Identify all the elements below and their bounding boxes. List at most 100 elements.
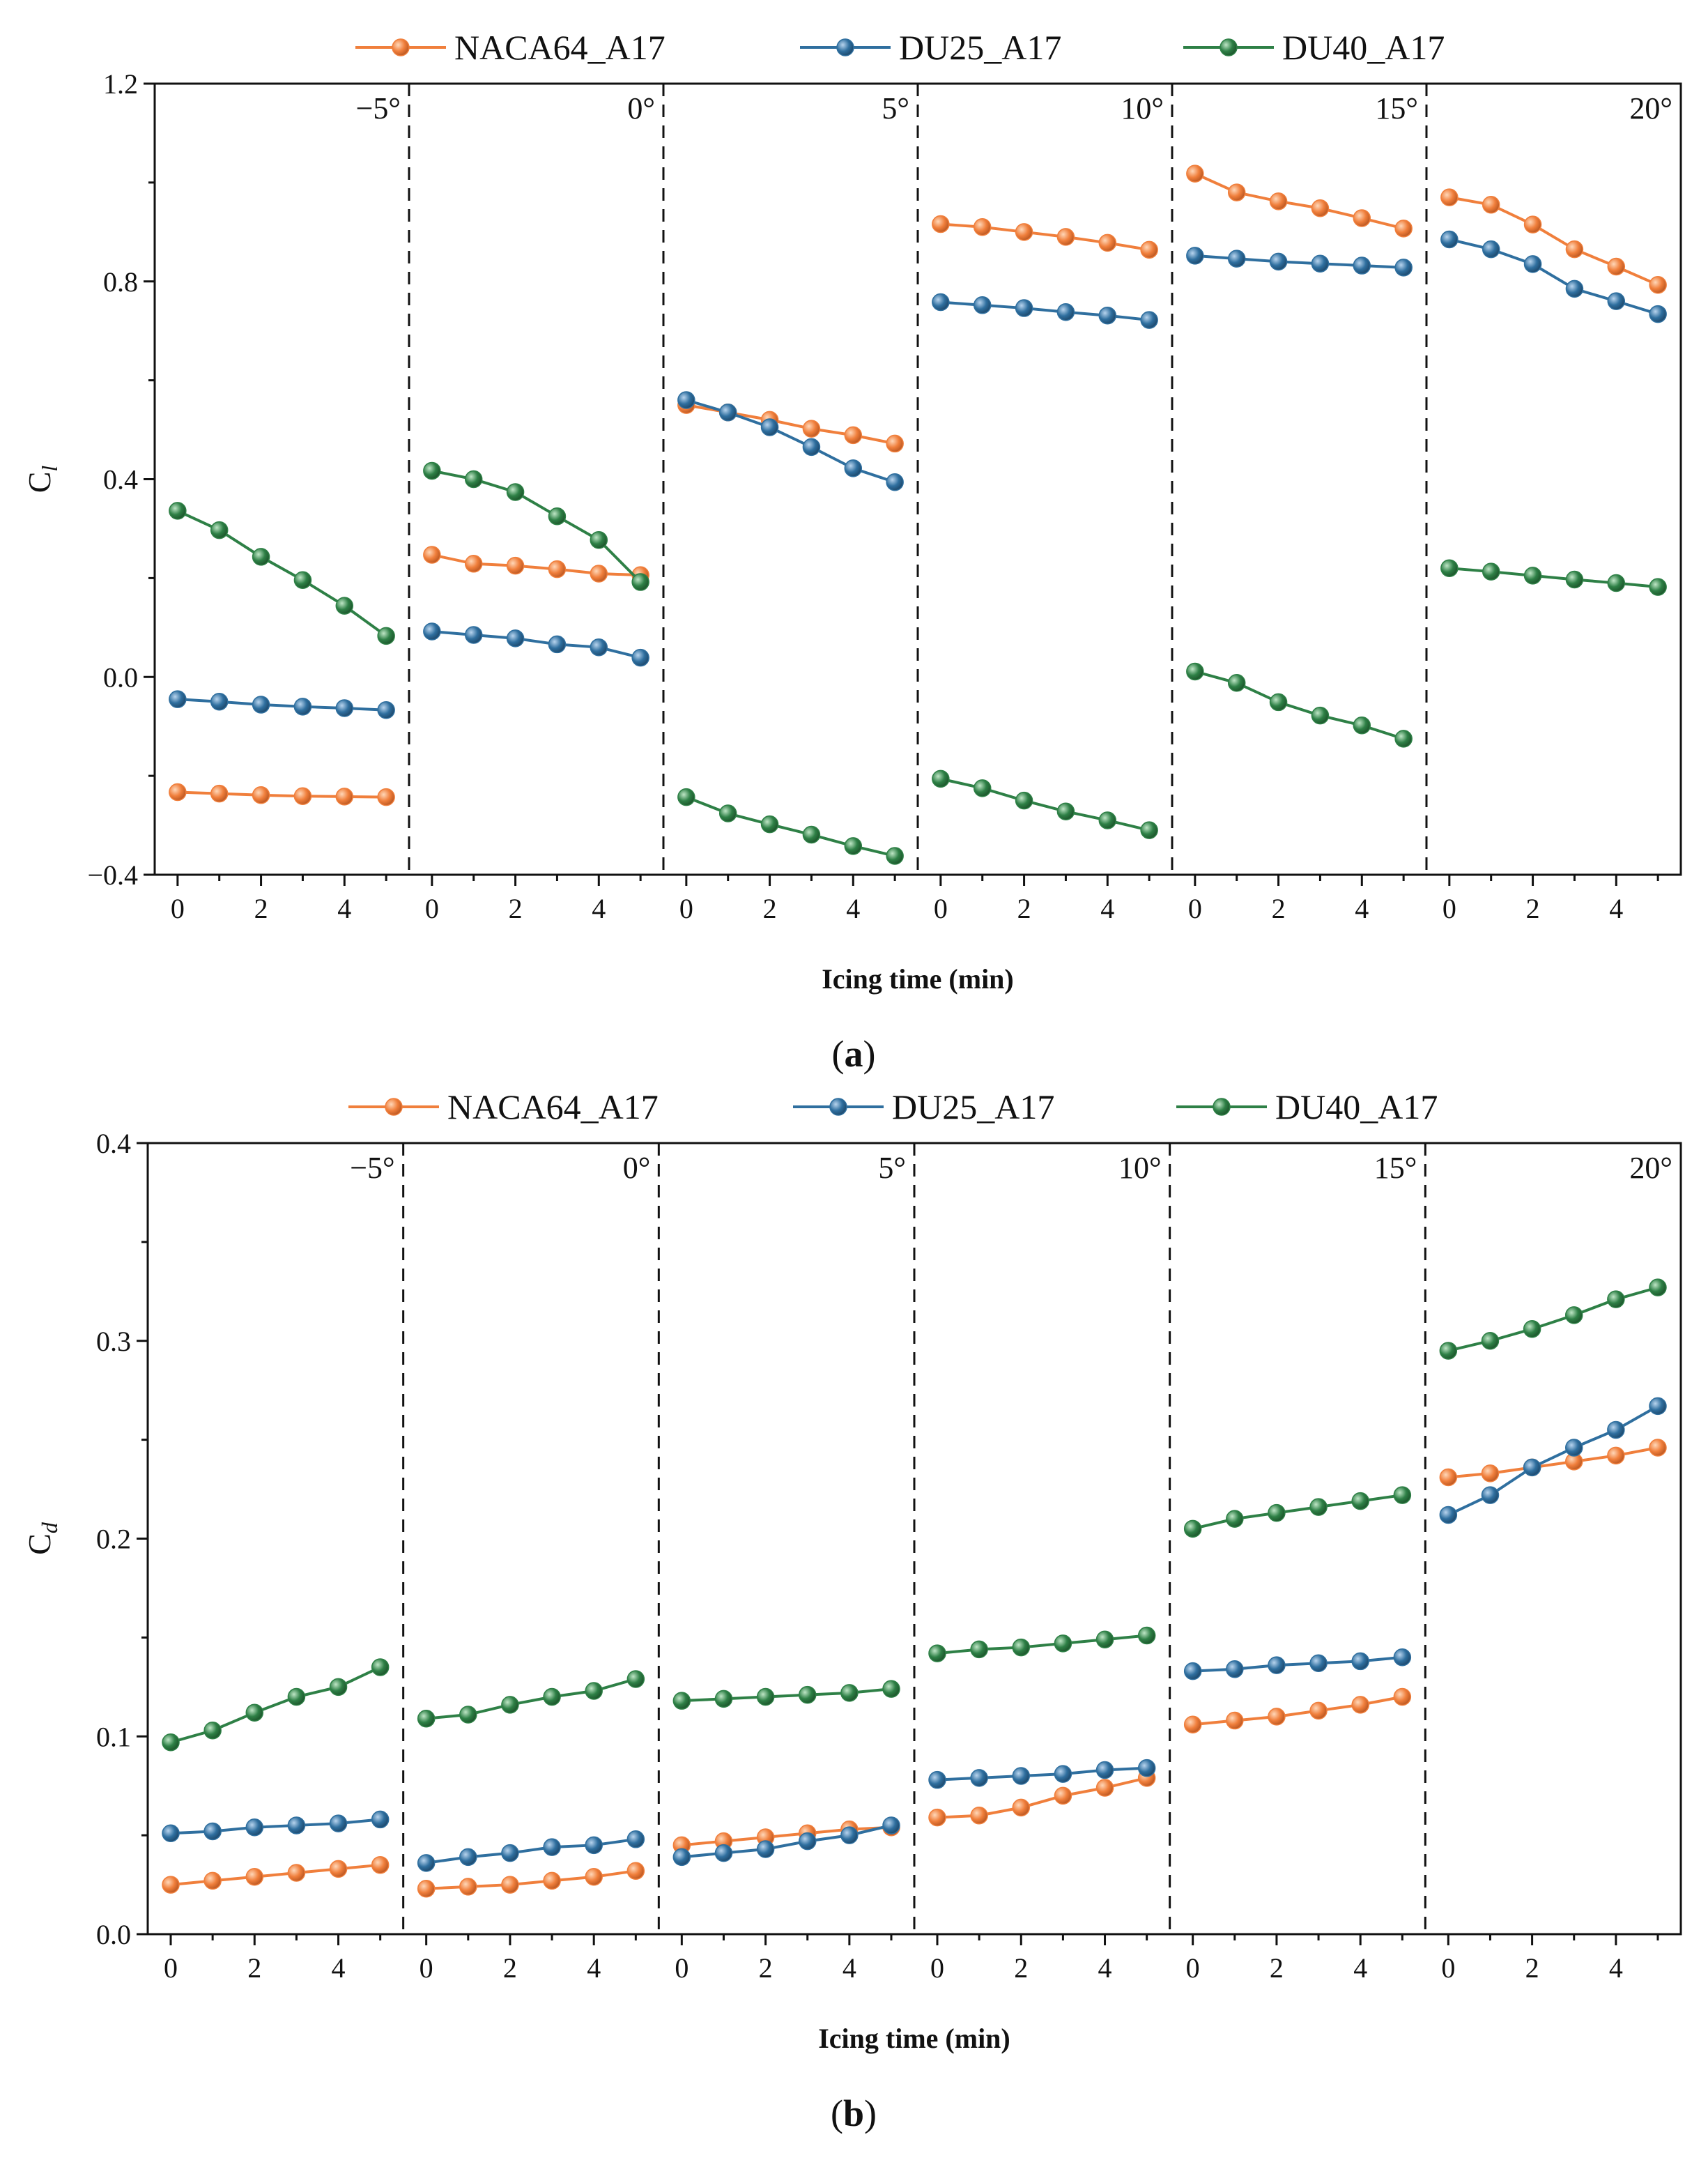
x-tick-label: 2 (509, 893, 523, 924)
legend-label: DU25_A17 (899, 28, 1061, 67)
series-line-DU25_A17 (1194, 254, 1404, 269)
data-point-NACA64_A17 (1523, 215, 1542, 233)
series-line-DU25_A17 (177, 698, 387, 712)
x-tick-label: 4 (1353, 1952, 1367, 1984)
data-point-DU25_A17 (1268, 1656, 1286, 1674)
series-line-NACA64_A17 (426, 1869, 636, 1890)
data-point-NACA64_A17 (590, 565, 608, 583)
series-line-DU40_A17 (937, 1634, 1147, 1655)
data-point-DU40_A17 (1607, 1290, 1625, 1308)
data-point-DU25_A17 (1481, 1486, 1500, 1504)
x-tick-label: 0 (1188, 893, 1202, 924)
data-point-NACA64_A17 (1393, 1687, 1412, 1706)
y-tick-label: 0.0 (96, 1919, 131, 1950)
data-point-DU40_A17 (1565, 570, 1584, 589)
series-line-NACA64_A17 (1192, 1695, 1403, 1726)
y-tick-label: 0.1 (96, 1721, 131, 1752)
data-point-DU25_A17 (590, 638, 608, 657)
legend-label: NACA64_A17 (454, 28, 665, 67)
data-point-DU25_A17 (1607, 1420, 1625, 1439)
data-point-DU25_A17 (210, 692, 229, 711)
data-point-DU40_A17 (371, 1658, 390, 1676)
legend-item-DU40_A17: DU40_A17 (1183, 28, 1445, 67)
data-point-DU40_A17 (1095, 1630, 1114, 1648)
data-point-DU25_A17 (714, 1844, 733, 1862)
legend-item-DU25_A17: DU25_A17 (800, 28, 1061, 67)
data-point-DU40_A17 (844, 837, 863, 855)
data-point-NACA64_A17 (417, 1879, 436, 1898)
data-point-DU25_A17 (798, 1832, 817, 1851)
series-line-DU25_A17 (1447, 1404, 1659, 1517)
data-point-DU40_A17 (585, 1682, 603, 1700)
data-point-DU25_A17 (293, 698, 312, 716)
data-point-DU40_A17 (928, 1644, 946, 1662)
data-point-DU40_A17 (1269, 693, 1288, 712)
legend-label: DU40_A17 (1275, 1087, 1438, 1126)
plot-area: −5° 0° 5° 10° 15° 20° (162, 1151, 1672, 1898)
x-tick-label: 2 (1525, 1952, 1539, 1984)
data-point-DU40_A17 (970, 1640, 988, 1659)
data-point-NACA64_A17 (802, 420, 821, 438)
data-point-NACA64_A17 (1311, 199, 1330, 217)
data-point-DU40_A17 (798, 1685, 817, 1704)
data-point-DU40_A17 (1012, 1638, 1031, 1657)
axes: 0.0 0.1 0.2 0.3 0.4 0 2 4 0 2 4 0 2 4 0 2 4 0 2 4 0 2 4 (96, 1128, 1682, 1984)
data-point-DU40_A17 (1311, 706, 1330, 725)
data-point-DU25_A17 (245, 1818, 264, 1837)
data-point-NACA64_A17 (585, 1867, 603, 1886)
subplot-angle-label: 0° (627, 91, 655, 125)
x-tick-label: 0 (1442, 893, 1456, 924)
data-point-DU40_A17 (714, 1690, 733, 1708)
data-point-DU25_A17 (1649, 305, 1667, 323)
data-point-DU40_A17 (886, 847, 904, 865)
data-point-DU25_A17 (417, 1854, 436, 1872)
series-line-DU40_A17 (1192, 1494, 1403, 1531)
data-point-DU25_A17 (1607, 292, 1626, 310)
x-tick-label: 2 (1272, 893, 1286, 924)
series-line-DU25_A17 (431, 629, 641, 659)
legend: NACA64_A17 DU25_A17 DU40_A17 (355, 28, 1445, 67)
data-point-DU25_A17 (840, 1826, 859, 1844)
x-tick-label: 4 (846, 893, 860, 924)
data-point-DU40_A17 (626, 1670, 645, 1688)
data-point-DU25_A17 (1353, 256, 1371, 275)
data-point-DU25_A17 (886, 473, 904, 491)
data-point-DU40_A17 (1649, 1278, 1667, 1296)
data-point-DU25_A17 (1565, 279, 1584, 298)
panel-label: (a) (832, 1033, 876, 1075)
series-line-DU25_A17 (170, 1818, 380, 1835)
data-point-DU25_A17 (1311, 254, 1330, 273)
data-point-NACA64_A17 (329, 1860, 348, 1878)
subplot-angle-label: 5° (878, 1151, 906, 1185)
y-axis-label: Cl (22, 466, 62, 493)
data-point-DU40_A17 (252, 548, 270, 566)
x-tick-label: 2 (763, 893, 777, 924)
data-point-DU25_A17 (882, 1816, 900, 1835)
subplot-angle-label: −5° (356, 91, 401, 125)
series-line-NACA64_A17 (940, 222, 1150, 252)
data-point-DU25_A17 (287, 1816, 306, 1835)
x-tick-label: 0 (420, 1952, 433, 1984)
legend-item-DU25_A17: DU25_A17 (793, 1087, 1054, 1126)
data-point-NACA64_A17 (1269, 192, 1288, 210)
data-point-NACA64_A17 (1482, 196, 1500, 214)
series-line-DU40_A17 (170, 1666, 381, 1744)
subplot-angle-label: 5° (882, 91, 909, 125)
axes: −0.4 0.0 0.4 0.8 1.2 0 2 4 0 2 4 0 2 4 0 2 4 0 2 4 0 2 4 (87, 68, 1682, 924)
series-line-DU40_A17 (431, 469, 642, 583)
data-point-DU25_A17 (1227, 250, 1246, 268)
data-point-NACA64_A17 (1056, 228, 1075, 246)
data-point-NACA64_A17 (371, 1855, 390, 1874)
data-point-DU25_A17 (1351, 1652, 1369, 1671)
data-point-DU40_A17 (1353, 717, 1371, 735)
data-point-DU25_A17 (1564, 1439, 1583, 1457)
data-point-DU40_A17 (1054, 1634, 1072, 1653)
data-point-NACA64_A17 (973, 217, 992, 236)
legend-marker (385, 1098, 403, 1116)
series-line-NACA64_A17 (431, 553, 641, 577)
data-point-NACA64_A17 (548, 560, 567, 579)
data-point-DU25_A17 (169, 690, 187, 708)
data-point-NACA64_A17 (1649, 275, 1667, 294)
panel-label: (b) (831, 2092, 877, 2134)
data-point-DU40_A17 (718, 804, 737, 822)
